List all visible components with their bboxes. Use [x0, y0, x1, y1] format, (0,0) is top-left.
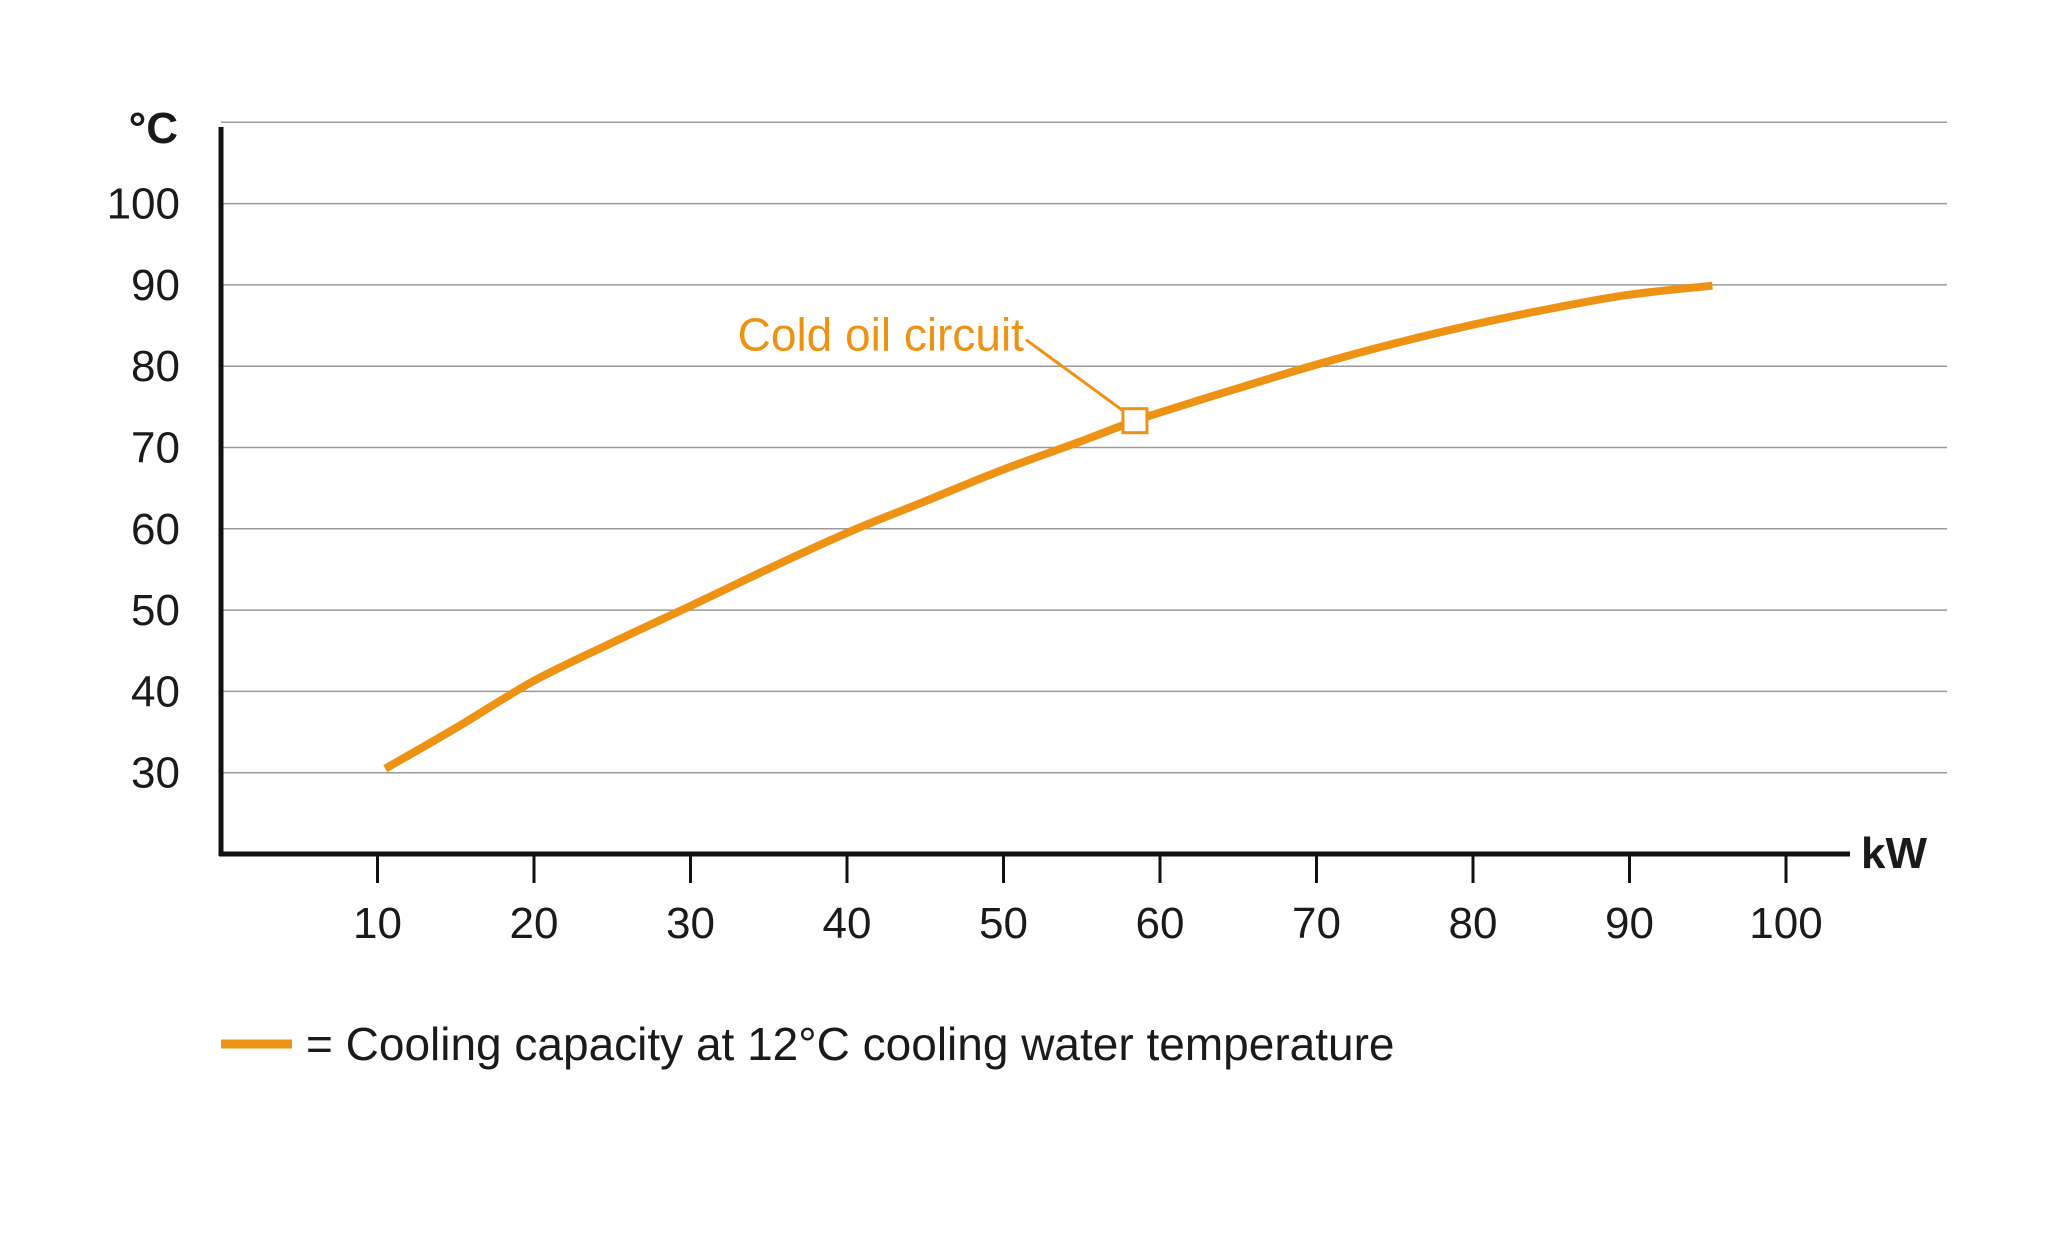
y-tick-label: 60 [131, 505, 180, 554]
y-tick-label: 50 [131, 586, 180, 635]
annotation-marker [1121, 407, 1149, 435]
legend-label: = Cooling capacity at 12°C cooling water… [306, 1018, 1394, 1070]
x-tick-label: 20 [510, 899, 559, 948]
annotation: Cold oil circuit [738, 309, 1149, 435]
y-tick-label: 90 [131, 261, 180, 310]
x-tick-label: 70 [1292, 899, 1341, 948]
x-tick-label: 50 [979, 899, 1028, 948]
x-unit-label: kW [1861, 829, 1927, 878]
y-tick-labels: 30 40 50 60 70 80 90 100 [107, 180, 180, 798]
x-tick-label: 60 [1136, 899, 1185, 948]
annotation-leader-line [1025, 338, 1124, 412]
y-tick-label: 80 [131, 342, 180, 391]
y-tick-label: 40 [131, 667, 180, 716]
x-tick-label: 100 [1749, 899, 1822, 948]
annotation-label: Cold oil circuit [738, 309, 1025, 361]
x-tick-label: 40 [823, 899, 872, 948]
x-tick-label: 30 [666, 899, 715, 948]
series [383, 281, 1713, 773]
x-tick-label: 10 [353, 899, 402, 948]
y-tick-label: 70 [131, 424, 180, 473]
series-line [383, 281, 1713, 773]
x-tick-labels: 10 20 30 40 50 60 70 80 90 100 [353, 856, 1823, 948]
x-tick-label: 90 [1605, 899, 1654, 948]
x-tick-label: 80 [1449, 899, 1498, 948]
y-tick-label: 100 [107, 180, 180, 229]
y-unit-label: °C [129, 104, 178, 153]
y-tick-label: 30 [131, 749, 180, 798]
gridlines [221, 121, 1947, 774]
legend: = Cooling capacity at 12°C cooling water… [221, 1018, 1394, 1070]
axes: °C kW [129, 104, 1928, 878]
